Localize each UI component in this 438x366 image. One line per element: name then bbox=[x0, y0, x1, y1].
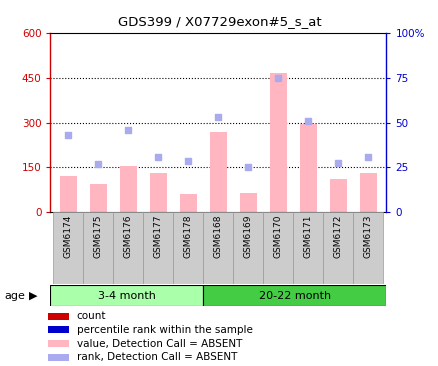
Text: GSM6176: GSM6176 bbox=[124, 214, 133, 258]
Text: GSM6178: GSM6178 bbox=[184, 214, 192, 258]
Bar bbox=[48, 313, 69, 320]
Point bbox=[214, 114, 221, 120]
Point bbox=[244, 165, 251, 171]
Bar bbox=[210, 132, 226, 212]
Bar bbox=[263, 212, 293, 284]
Point bbox=[304, 118, 311, 124]
Text: 20-22 month: 20-22 month bbox=[258, 291, 330, 300]
Point bbox=[184, 158, 191, 164]
Point bbox=[364, 154, 371, 160]
Bar bbox=[240, 193, 256, 212]
Bar bbox=[143, 212, 173, 284]
Bar bbox=[203, 212, 233, 284]
Text: GSM6169: GSM6169 bbox=[244, 214, 252, 258]
Text: rank, Detection Call = ABSENT: rank, Detection Call = ABSENT bbox=[77, 352, 237, 362]
Point bbox=[65, 132, 72, 138]
Point bbox=[334, 160, 341, 166]
Bar bbox=[203, 285, 385, 306]
Text: count: count bbox=[77, 311, 106, 321]
Bar bbox=[329, 179, 346, 212]
Point bbox=[125, 127, 132, 133]
Text: percentile rank within the sample: percentile rank within the sample bbox=[77, 325, 252, 335]
Bar bbox=[120, 166, 136, 212]
Bar bbox=[269, 73, 286, 212]
Text: GSM6172: GSM6172 bbox=[333, 214, 342, 258]
Bar bbox=[50, 285, 203, 306]
Text: GSM6168: GSM6168 bbox=[213, 214, 223, 258]
Text: GSM6173: GSM6173 bbox=[363, 214, 372, 258]
Bar bbox=[48, 340, 69, 347]
Text: GSM6170: GSM6170 bbox=[273, 214, 282, 258]
Bar bbox=[173, 212, 203, 284]
Bar bbox=[83, 212, 113, 284]
Bar bbox=[90, 184, 106, 212]
Bar bbox=[293, 212, 323, 284]
Point bbox=[155, 154, 162, 160]
Text: value, Detection Call = ABSENT: value, Detection Call = ABSENT bbox=[77, 339, 242, 348]
Bar bbox=[323, 212, 353, 284]
Text: GSM6174: GSM6174 bbox=[64, 214, 73, 258]
Bar bbox=[359, 173, 376, 212]
Bar bbox=[150, 173, 166, 212]
Bar bbox=[53, 212, 83, 284]
Text: ▶: ▶ bbox=[28, 291, 37, 300]
Bar bbox=[300, 124, 316, 212]
Text: GSM6171: GSM6171 bbox=[303, 214, 312, 258]
Point bbox=[274, 75, 281, 81]
Bar bbox=[60, 176, 77, 212]
Point bbox=[95, 161, 102, 167]
Text: age: age bbox=[4, 291, 25, 300]
Bar bbox=[180, 194, 196, 212]
Bar bbox=[353, 212, 382, 284]
Bar bbox=[233, 212, 263, 284]
Text: 3-4 month: 3-4 month bbox=[98, 291, 155, 300]
Bar bbox=[48, 354, 69, 361]
Bar bbox=[113, 212, 143, 284]
Bar bbox=[48, 326, 69, 333]
Text: GDS399 / X07729exon#5_s_at: GDS399 / X07729exon#5_s_at bbox=[117, 15, 321, 28]
Text: GSM6175: GSM6175 bbox=[94, 214, 103, 258]
Text: GSM6177: GSM6177 bbox=[154, 214, 162, 258]
